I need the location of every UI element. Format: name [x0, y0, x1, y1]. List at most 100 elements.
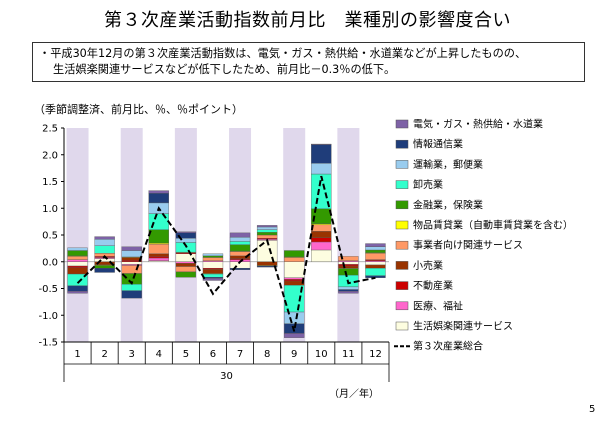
bar-segment [67, 259, 88, 262]
bar-segment [175, 261, 197, 264]
bar-segment [67, 261, 88, 267]
bar-segment [121, 250, 142, 258]
bar-segment [338, 289, 359, 292]
bar-segment [202, 257, 224, 261]
bar-segment [94, 236, 115, 240]
shaded-column [337, 128, 360, 342]
bar-segment [67, 265, 88, 268]
legend-label: 情報通信業 [413, 138, 463, 151]
bar-segment [148, 257, 169, 261]
bar-segment [338, 256, 359, 261]
legend-label: 第３次産業総合 [413, 340, 483, 353]
x-tick-label: 7 [237, 349, 243, 360]
legend-swatch [395, 301, 409, 311]
bar-segment [284, 257, 305, 262]
bar-segment [311, 241, 332, 251]
bar-segment [202, 269, 224, 274]
bar-segment [121, 284, 142, 291]
legend-label: 物品賃貸業（自動車賃貸業を含む） [413, 219, 573, 232]
x-tick-label: 2 [101, 349, 107, 360]
x-tick-label: 11 [342, 349, 355, 360]
bar-segment [284, 279, 305, 282]
bar-segment [365, 246, 386, 251]
bar-segment [338, 286, 359, 290]
bar-segment [175, 271, 197, 278]
y-tick-label: 2.0 [42, 150, 58, 161]
unit-label: （季節調整済、前月比、％、％ポイント） [34, 103, 243, 116]
bar-segment [67, 290, 88, 294]
bar-segment [67, 250, 88, 257]
legend-label: 小売業 [413, 259, 443, 272]
legend-swatch [395, 139, 409, 149]
bar-segment [256, 229, 278, 233]
y-tick-label: -1.0 [38, 311, 58, 322]
bar-segment [284, 250, 305, 258]
bar-segment [229, 241, 251, 245]
bar-segment [365, 275, 386, 278]
bar-segment [229, 236, 251, 242]
bar-segment [94, 258, 115, 262]
bar-segment [94, 265, 115, 269]
bar-segment [148, 256, 169, 259]
legend-swatch [395, 119, 409, 129]
x-tick-label: 6 [210, 349, 216, 360]
bar-segment [338, 261, 359, 265]
bar-segment [365, 261, 386, 266]
legend-swatch [395, 281, 409, 290]
bar-segment [148, 193, 169, 204]
bar-segment [148, 243, 169, 254]
bar-segment [175, 266, 197, 273]
bar-segment [67, 256, 88, 260]
bar-segment [121, 246, 142, 251]
bar-segment [202, 278, 224, 281]
legend-swatch [395, 180, 409, 189]
bar-segment [175, 263, 197, 267]
x-tick-label: 4 [156, 349, 162, 360]
bar-segment [311, 231, 332, 238]
bar-segment [338, 264, 359, 267]
y-tick-label: -0.5 [38, 284, 58, 295]
x-tick-label: 9 [291, 349, 297, 360]
bar-segment [94, 245, 115, 254]
bar-segment [148, 229, 169, 244]
legend-label: 卸売業 [413, 178, 443, 191]
bar-segment [338, 268, 359, 276]
x-tick-label: 1 [74, 349, 80, 360]
y-tick-label: 1.5 [42, 177, 58, 188]
x-tick-label: 10 [315, 349, 328, 360]
bar-segment [256, 226, 278, 230]
bar-segment [229, 244, 251, 252]
bar-segment [311, 249, 332, 262]
bar-segment [284, 280, 305, 286]
bar-segment [338, 290, 359, 294]
bar-segment [365, 249, 386, 253]
legend-label: 不動産業 [413, 279, 453, 292]
bar-segment [311, 237, 332, 243]
bar-segment [148, 190, 169, 194]
legend-label: 事業者向け関連サービス [413, 239, 523, 252]
bar-segment [365, 264, 386, 269]
legend-swatch [395, 200, 409, 210]
x-tick-label: 5 [183, 349, 189, 360]
shaded-column [120, 128, 143, 342]
total-line [76, 175, 376, 332]
bar-segment [121, 261, 142, 265]
bar-segment [256, 265, 278, 268]
page-number: 5 [589, 404, 596, 415]
bar-segment [67, 285, 88, 292]
x-tick-label: 3 [129, 349, 135, 360]
legend-label: 金融業，保険業 [413, 198, 483, 211]
summary-note-line-2: 生活娯楽関連サービスなどが低下したため、前月比－0.3％の低下。 [53, 63, 396, 76]
bar-segment [365, 243, 386, 247]
bar-segment [311, 224, 332, 232]
shaded-column [66, 128, 89, 342]
legend-label: 医療、福祉 [413, 299, 463, 312]
bar-segment [338, 265, 359, 269]
bar-segment [256, 232, 278, 236]
y-tick-label: -1.5 [38, 338, 58, 349]
legend-swatch [395, 160, 409, 169]
bar-segment [311, 163, 332, 175]
legend-label: 運輸業，郵便業 [413, 158, 483, 171]
bar-segment [175, 253, 197, 262]
